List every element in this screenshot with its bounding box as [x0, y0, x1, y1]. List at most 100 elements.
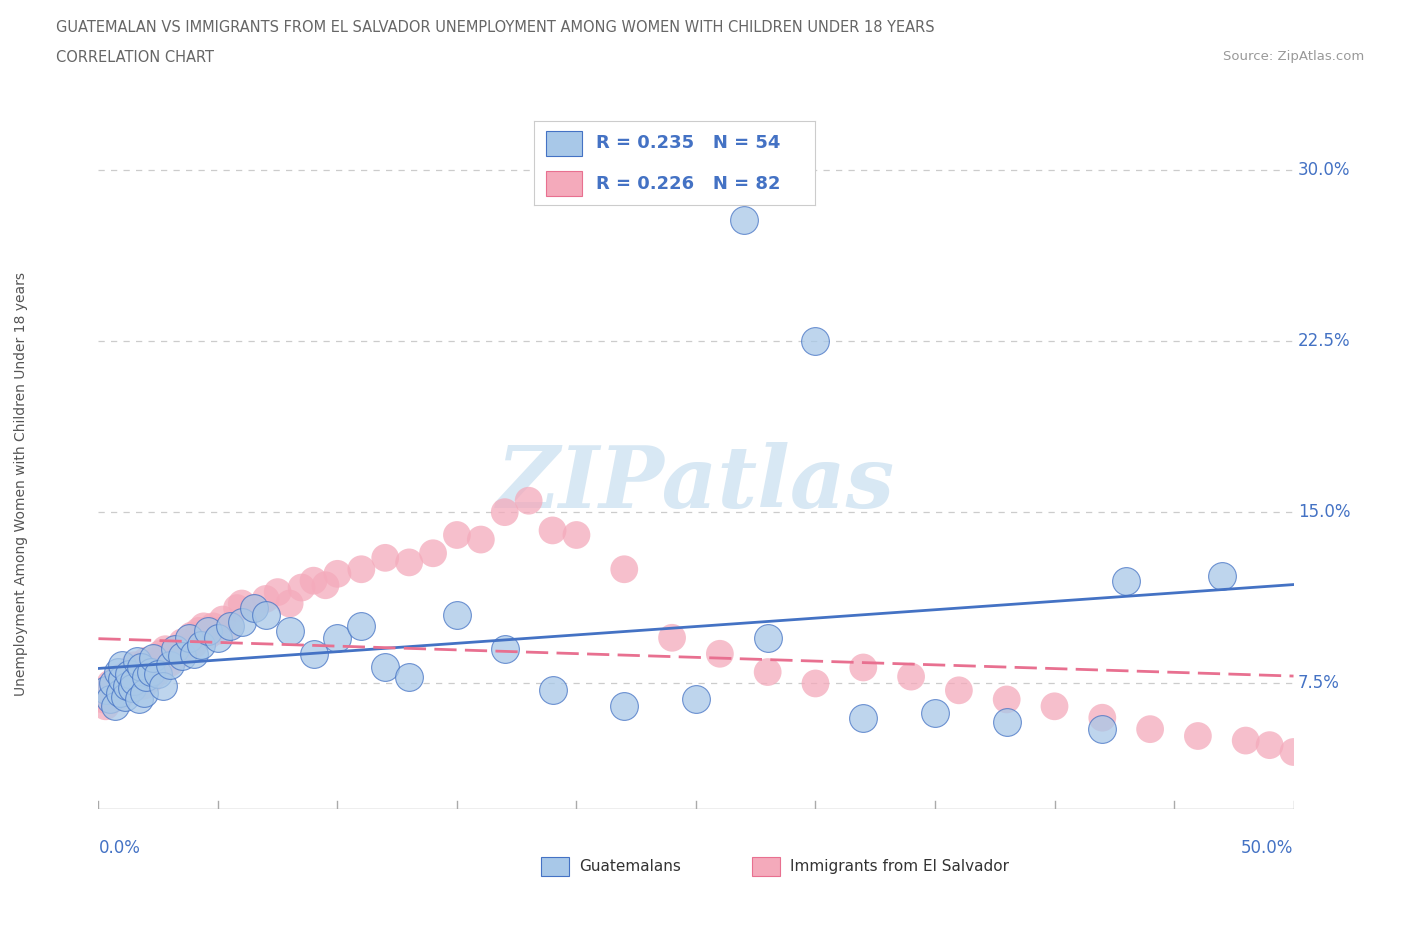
Point	[135, 667, 157, 682]
FancyBboxPatch shape	[752, 857, 780, 876]
Point	[101, 692, 124, 707]
Point	[243, 601, 266, 616]
Point	[219, 619, 242, 634]
Point	[995, 692, 1018, 707]
Text: Source: ZipAtlas.com: Source: ZipAtlas.com	[1223, 50, 1364, 63]
Point	[108, 685, 131, 700]
Point	[374, 660, 396, 675]
Point	[125, 653, 148, 668]
Point	[243, 601, 266, 616]
Point	[219, 619, 242, 634]
Point	[187, 623, 209, 638]
Point	[163, 642, 186, 657]
Point	[254, 591, 277, 606]
Point	[131, 667, 153, 682]
Point	[107, 665, 129, 680]
Text: Unemployment Among Women with Children Under 18 years: Unemployment Among Women with Children U…	[14, 272, 28, 696]
Point	[183, 637, 205, 652]
Point	[111, 681, 134, 696]
Point	[131, 660, 153, 675]
Text: 7.5%: 7.5%	[1298, 674, 1340, 693]
Text: 30.0%: 30.0%	[1298, 161, 1350, 179]
Point	[756, 665, 779, 680]
Point	[135, 670, 157, 684]
Point	[900, 670, 922, 684]
Point	[132, 685, 155, 700]
Point	[138, 660, 160, 675]
Point	[685, 692, 707, 707]
Point	[115, 673, 138, 688]
Point	[350, 562, 373, 577]
Point	[111, 671, 134, 686]
Point	[197, 623, 219, 638]
Point	[156, 646, 179, 661]
Point	[254, 607, 277, 622]
Point	[804, 676, 827, 691]
Point	[326, 566, 349, 581]
Point	[111, 658, 134, 672]
Point	[207, 631, 229, 645]
Point	[613, 698, 636, 713]
Point	[197, 628, 219, 643]
Point	[804, 333, 827, 348]
Point	[104, 678, 127, 693]
Point	[111, 670, 134, 684]
Point	[231, 596, 253, 611]
Point	[995, 715, 1018, 730]
Point	[163, 642, 186, 657]
Point	[124, 673, 146, 688]
Point	[101, 676, 124, 691]
Point	[1091, 711, 1114, 725]
Point	[124, 658, 146, 672]
Point	[118, 665, 141, 680]
Point	[924, 706, 946, 721]
Point	[278, 623, 301, 638]
Point	[1043, 698, 1066, 713]
Point	[494, 642, 516, 657]
Point	[172, 648, 194, 663]
Point	[661, 631, 683, 645]
Text: 0.0%: 0.0%	[98, 839, 141, 857]
Point	[152, 678, 174, 693]
Point	[114, 690, 136, 705]
Point	[302, 573, 325, 588]
Point	[128, 692, 150, 707]
Point	[422, 546, 444, 561]
Point	[1282, 745, 1305, 760]
Point	[278, 596, 301, 611]
Point	[166, 648, 188, 663]
Point	[302, 646, 325, 661]
Point	[128, 662, 150, 677]
Point	[1091, 722, 1114, 737]
Point	[202, 619, 225, 634]
Point	[446, 527, 468, 542]
Point	[121, 681, 143, 696]
Point	[124, 670, 146, 684]
Point	[190, 637, 212, 652]
Point	[118, 667, 141, 682]
Point	[211, 612, 233, 627]
Point	[541, 683, 564, 698]
Text: R = 0.235   N = 54: R = 0.235 N = 54	[596, 135, 780, 153]
Point	[115, 678, 138, 693]
Text: Guatemalans: Guatemalans	[579, 859, 681, 874]
Point	[98, 687, 122, 702]
Point	[517, 493, 540, 508]
FancyBboxPatch shape	[546, 171, 582, 196]
Point	[350, 619, 373, 634]
Point	[267, 585, 290, 600]
FancyBboxPatch shape	[546, 131, 582, 156]
Point	[142, 658, 165, 672]
Point	[179, 631, 201, 645]
Point	[125, 673, 148, 688]
Point	[290, 580, 312, 595]
Point	[374, 551, 396, 565]
Point	[121, 681, 143, 696]
Point	[159, 656, 181, 671]
Text: CORRELATION CHART: CORRELATION CHART	[56, 50, 214, 65]
Point	[135, 653, 157, 668]
Point	[104, 698, 127, 713]
Point	[733, 212, 755, 227]
Point	[948, 683, 970, 698]
Point	[148, 667, 170, 682]
